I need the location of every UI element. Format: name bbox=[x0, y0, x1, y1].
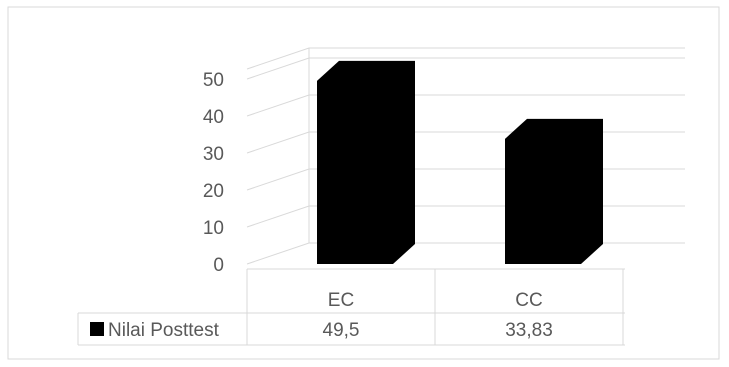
y-tick-label: 50 bbox=[203, 70, 224, 91]
series-name: Nilai Posttest bbox=[108, 320, 220, 341]
category-label-cc: CC bbox=[515, 290, 542, 311]
y-axis: 0 10 20 30 40 50 bbox=[203, 70, 224, 276]
value-label-cc: 33,83 bbox=[505, 320, 553, 341]
gridline bbox=[246, 94, 685, 117]
bar-ec bbox=[317, 60, 415, 264]
bar-cc bbox=[505, 118, 603, 264]
gridline bbox=[246, 47, 685, 70]
gridline bbox=[246, 57, 685, 80]
legend-key bbox=[90, 322, 104, 336]
y-tick-label: 10 bbox=[203, 218, 224, 239]
y-tick-label: 40 bbox=[203, 107, 224, 128]
y-tick-label: 30 bbox=[203, 144, 224, 165]
y-tick-label: 20 bbox=[203, 181, 224, 202]
y-tick-label: 0 bbox=[213, 255, 224, 276]
category-label-ec: EC bbox=[328, 290, 354, 311]
bars bbox=[317, 60, 603, 264]
data-table: EC CC Nilai Posttest 49,5 33,83 bbox=[77, 268, 625, 346]
value-label-ec: 49,5 bbox=[323, 320, 360, 341]
